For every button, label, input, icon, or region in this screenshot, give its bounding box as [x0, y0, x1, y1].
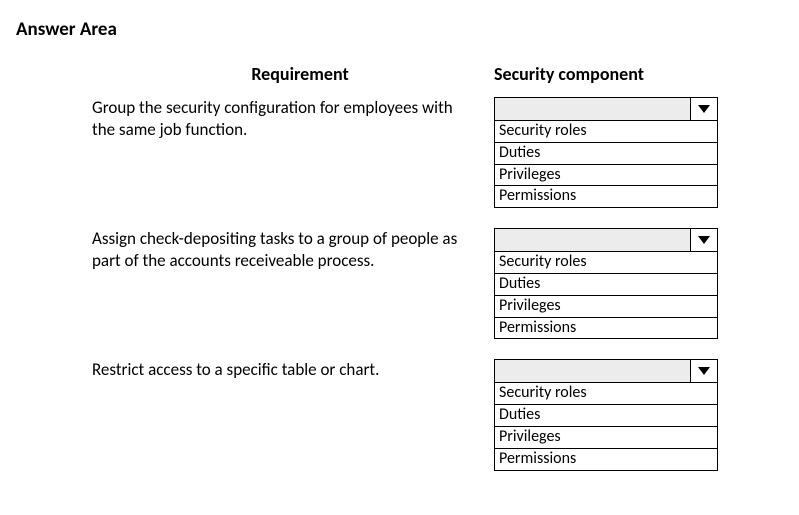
- dropdown-option[interactable]: Privileges: [495, 427, 717, 449]
- dropdown-collapsed[interactable]: [494, 97, 718, 121]
- requirement-header: Requirement: [16, 63, 494, 85]
- requirement-text: Group the security configuration for emp…: [16, 97, 494, 208]
- columns-header: Requirement Security component: [16, 63, 783, 85]
- dropdown-selected-value[interactable]: [495, 229, 691, 251]
- security-dropdown-widget: Security roles Duties Privileges Permiss…: [494, 359, 718, 470]
- page-title: Answer Area: [16, 18, 783, 41]
- chevron-down-icon: [697, 366, 711, 376]
- chevron-down-icon: [697, 235, 711, 245]
- dropdown-collapsed[interactable]: [494, 359, 718, 383]
- dropdown-option[interactable]: Permissions: [495, 318, 717, 339]
- dropdown-option[interactable]: Privileges: [495, 165, 717, 187]
- dropdown-collapsed[interactable]: [494, 228, 718, 252]
- security-header: Security component: [494, 63, 644, 85]
- dropdown-selected-value[interactable]: [495, 98, 691, 120]
- question-row: Group the security configuration for emp…: [16, 97, 783, 208]
- dropdown-options-list: Security roles Duties Privileges Permiss…: [494, 383, 718, 470]
- dropdown-option[interactable]: Permissions: [495, 449, 717, 470]
- dropdown-option[interactable]: Privileges: [495, 296, 717, 318]
- security-dropdown-widget: Security roles Duties Privileges Permiss…: [494, 97, 718, 208]
- dropdown-option[interactable]: Permissions: [495, 186, 717, 207]
- dropdown-options-list: Security roles Duties Privileges Permiss…: [494, 252, 718, 339]
- question-row: Assign check-depositing tasks to a group…: [16, 228, 783, 339]
- dropdown-toggle-button[interactable]: [691, 360, 717, 382]
- dropdown-toggle-button[interactable]: [691, 98, 717, 120]
- dropdown-toggle-button[interactable]: [691, 229, 717, 251]
- dropdown-selected-value[interactable]: [495, 360, 691, 382]
- dropdown-option[interactable]: Duties: [495, 274, 717, 296]
- dropdown-option[interactable]: Duties: [495, 143, 717, 165]
- dropdown-option[interactable]: Security roles: [495, 252, 717, 274]
- dropdown-options-list: Security roles Duties Privileges Permiss…: [494, 121, 718, 208]
- requirement-text: Assign check-depositing tasks to a group…: [16, 228, 494, 339]
- requirement-text: Restrict access to a specific table or c…: [16, 359, 494, 470]
- security-dropdown-widget: Security roles Duties Privileges Permiss…: [494, 228, 718, 339]
- dropdown-option[interactable]: Duties: [495, 405, 717, 427]
- dropdown-option[interactable]: Security roles: [495, 383, 717, 405]
- dropdown-option[interactable]: Security roles: [495, 121, 717, 143]
- question-row: Restrict access to a specific table or c…: [16, 359, 783, 470]
- chevron-down-icon: [697, 104, 711, 114]
